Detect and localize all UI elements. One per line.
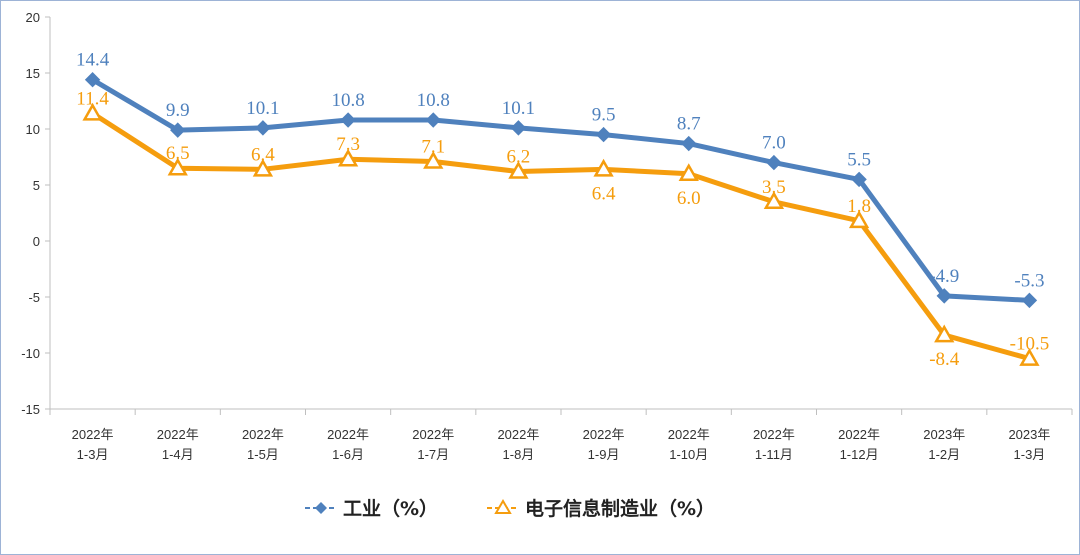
x-tick-label-year: 2023年 xyxy=(1008,427,1050,442)
data-label: 8.7 xyxy=(677,114,701,135)
x-tick-label-year: 2022年 xyxy=(157,427,199,442)
y-tick-label: 15 xyxy=(26,66,40,81)
x-tick-label-period: 1-3月 xyxy=(1014,447,1046,462)
x-tick-label-period: 1-8月 xyxy=(503,447,535,462)
legend-diamond-marker xyxy=(315,502,327,514)
x-tick-label-period: 1-7月 xyxy=(417,447,449,462)
triangle-marker xyxy=(337,148,359,167)
data-label: 10.8 xyxy=(417,90,450,111)
x-tick-label-year: 2022年 xyxy=(583,427,625,442)
data-label: -10.5 xyxy=(1010,334,1050,355)
data-label: 9.5 xyxy=(592,105,616,126)
x-tick-label-period: 1-2月 xyxy=(928,447,960,462)
legend-label-0: 工业（%） xyxy=(343,497,438,520)
data-label: 7.3 xyxy=(336,134,360,155)
y-tick-label: 20 xyxy=(26,10,40,25)
data-label: 3.5 xyxy=(762,177,786,198)
series-line-1 xyxy=(90,110,1032,362)
diamond-marker xyxy=(851,171,867,188)
x-tick-label-period: 1-12月 xyxy=(840,447,879,462)
x-tick-label-year: 2022年 xyxy=(838,427,880,442)
series-markers xyxy=(82,72,1040,366)
x-tick-label-period: 1-3月 xyxy=(77,447,109,462)
diamond-marker xyxy=(170,122,186,138)
data-label: 10.8 xyxy=(331,90,364,111)
y-tick-label: 5 xyxy=(33,178,40,193)
diamond-marker xyxy=(255,120,271,136)
data-label: 9.9 xyxy=(166,100,190,121)
x-tick-label-year: 2023年 xyxy=(923,427,965,442)
y-tick-label: -15 xyxy=(21,402,40,417)
x-tick-label-year: 2022年 xyxy=(497,427,539,442)
series-line-0 xyxy=(90,77,1032,303)
data-label: 11.4 xyxy=(76,88,109,109)
x-tick-label-period: 1-4月 xyxy=(162,447,194,462)
triangle-marker xyxy=(593,158,614,177)
diamond-marker xyxy=(681,135,697,152)
legend-triangle-marker xyxy=(494,499,512,514)
triangle-marker xyxy=(82,102,103,121)
x-tick-label-period: 1-6月 xyxy=(332,447,364,462)
diamond-marker xyxy=(936,288,952,304)
x-tick-label-period: 1-11月 xyxy=(755,447,793,462)
triangle-marker xyxy=(678,163,699,182)
y-tick-label: 0 xyxy=(33,234,40,249)
x-tick-label-year: 2022年 xyxy=(753,427,795,442)
x-tick-label-year: 2022年 xyxy=(242,427,284,442)
diamond-marker xyxy=(595,126,612,143)
triangle-marker xyxy=(763,191,785,210)
triangle-marker xyxy=(423,150,444,169)
diamond-marker xyxy=(84,72,101,88)
data-label: -8.4 xyxy=(929,349,960,370)
diamond-marker xyxy=(766,154,782,171)
data-label: 5.5 xyxy=(847,149,871,170)
diamond-marker xyxy=(1021,292,1038,309)
diamond-marker xyxy=(425,112,441,128)
x-tick-label-year: 2022年 xyxy=(412,427,454,442)
data-label: 6.4 xyxy=(592,183,616,204)
triangle-marker xyxy=(1019,348,1040,366)
x-tick-label-year: 2022年 xyxy=(72,427,114,442)
data-label: 6.4 xyxy=(251,144,275,165)
y-tick-label: -5 xyxy=(28,290,40,305)
axes: 20 15 10 5 0 -5 -10 -15 2022年 1-3月 2022年 1-4月 2022年 1… xyxy=(21,10,1073,462)
legend-label-1: 电子信息制造业（%） xyxy=(525,497,715,520)
x-tick-label-year: 2022年 xyxy=(668,427,710,442)
data-label: 6.5 xyxy=(166,143,190,164)
data-label: 6.2 xyxy=(507,147,531,168)
y-tick-label: -10 xyxy=(21,346,40,361)
diamond-marker xyxy=(510,120,527,136)
x-tick-label-period: 1-9月 xyxy=(588,447,620,462)
data-label: 7.1 xyxy=(421,136,445,157)
data-label: 14.4 xyxy=(76,50,110,71)
data-label: 6.0 xyxy=(677,188,701,209)
x-tick-label-period: 1-10月 xyxy=(669,447,708,462)
triangle-marker xyxy=(934,324,955,343)
data-label: -4.9 xyxy=(929,266,959,287)
data-label: 1.8 xyxy=(847,196,871,217)
triangle-marker xyxy=(167,157,188,176)
data-labels: 14.4 9.9 10.1 10.8 10.8 10.1 9.5 8.7 7.0 5.5 -4.9 -… xyxy=(76,50,1049,370)
x-tick-label-year: 2022年 xyxy=(327,427,369,442)
legend: 工业（%） 电子信息制造业（%） xyxy=(305,497,715,520)
triangle-marker xyxy=(252,158,274,177)
series-lines xyxy=(90,77,1032,362)
y-tick-label: 10 xyxy=(26,122,40,137)
triangle-marker xyxy=(508,161,529,179)
data-label: 7.0 xyxy=(762,133,786,154)
triangle-marker xyxy=(848,210,870,229)
data-label: 10.1 xyxy=(502,98,535,119)
x-tick-label-period: 1-5月 xyxy=(247,447,279,462)
data-label: -5.3 xyxy=(1014,270,1044,291)
diamond-marker xyxy=(340,112,356,128)
data-label: 10.1 xyxy=(246,98,279,119)
